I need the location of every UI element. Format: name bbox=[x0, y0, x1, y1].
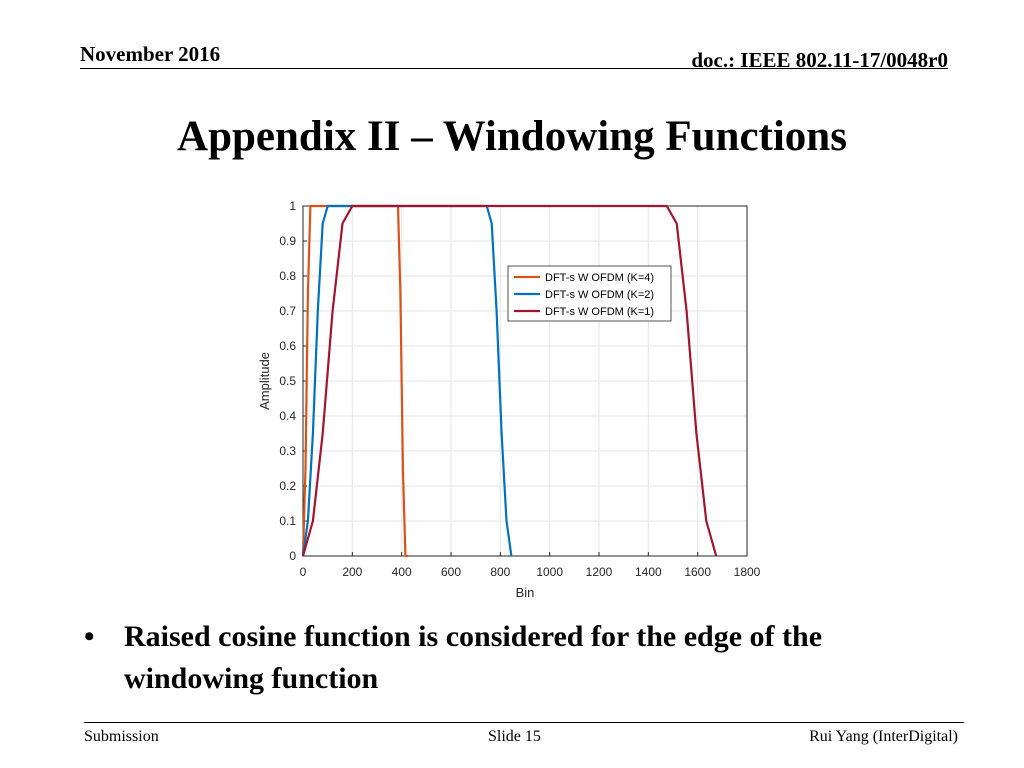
legend-label: DFT-s W OFDM (K=2) bbox=[545, 289, 654, 301]
x-tick-label: 1200 bbox=[586, 565, 613, 579]
bullet-marker: • bbox=[84, 620, 95, 653]
y-tick-label: 0 bbox=[289, 549, 296, 563]
x-axis-label: Bin bbox=[516, 585, 535, 600]
bullet-text: Raised cosine function is considered for… bbox=[124, 620, 823, 695]
y-tick-label: 0.6 bbox=[279, 339, 296, 353]
footer-author: Rui Yang (InterDigital) bbox=[809, 728, 958, 745]
footer-rule bbox=[84, 722, 964, 723]
header-date: November 2016 bbox=[80, 42, 221, 66]
x-tick-label: 1000 bbox=[536, 565, 563, 579]
header-rule bbox=[80, 68, 948, 69]
y-tick-label: 0.9 bbox=[279, 234, 296, 248]
x-tick-label: 200 bbox=[342, 565, 362, 579]
y-axis-label: Amplitude bbox=[257, 352, 272, 410]
y-tick-label: 0.1 bbox=[279, 514, 296, 528]
footer-slide-number: Slide 15 bbox=[488, 728, 541, 745]
x-tick-label: 0 bbox=[300, 565, 307, 579]
x-tick-label: 1600 bbox=[684, 565, 711, 579]
legend-label: DFT-s W OFDM (K=4) bbox=[545, 272, 654, 284]
x-tick-label: 1400 bbox=[635, 565, 662, 579]
x-tick-label: 800 bbox=[490, 565, 510, 579]
slide-title: Appendix II – Windowing Functions bbox=[177, 113, 847, 160]
y-tick-label: 0.2 bbox=[279, 479, 296, 493]
y-tick-label: 0.3 bbox=[279, 444, 296, 458]
x-tick-label: 400 bbox=[392, 565, 412, 579]
series-line-3 bbox=[301, 204, 718, 557]
y-tick-label: 0.8 bbox=[279, 269, 296, 283]
y-tick-label: 0.7 bbox=[279, 304, 296, 318]
y-tick-label: 0.4 bbox=[279, 409, 296, 423]
x-tick-label: 600 bbox=[441, 565, 461, 579]
x-tick-label: 1800 bbox=[734, 565, 761, 579]
footer-submission: Submission bbox=[84, 728, 159, 745]
y-tick-label: 0.5 bbox=[279, 374, 296, 388]
y-tick-label: 1 bbox=[289, 199, 296, 213]
legend-label: DFT-s W OFDM (K=1) bbox=[545, 306, 654, 318]
